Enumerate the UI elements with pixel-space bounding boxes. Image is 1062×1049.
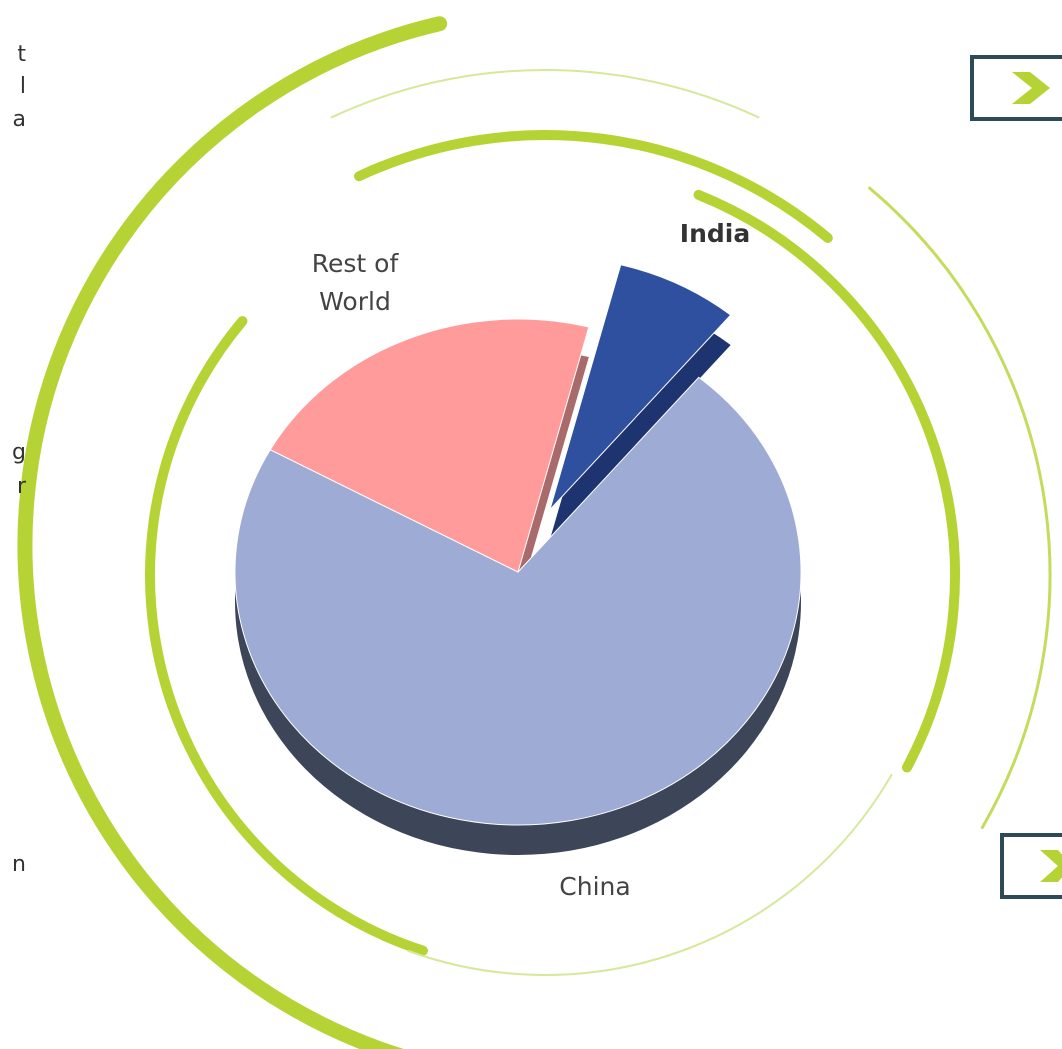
slice-label: India [679, 219, 751, 248]
deco-arc [148, 624, 428, 956]
decoration [17, 16, 1052, 1049]
slice-label: Rest of World [311, 249, 399, 316]
slice [549, 264, 732, 511]
side-text: n [12, 852, 26, 877]
deco-arc [354, 130, 833, 243]
side-text: l [19, 74, 26, 99]
side-text: r [16, 474, 26, 499]
side-text: g [12, 440, 26, 465]
slice [269, 318, 590, 573]
deco-arc [693, 189, 960, 773]
chevron [1012, 72, 1050, 104]
deco-arc [17, 16, 448, 1049]
nav-box [1000, 833, 1062, 899]
deco-arc [407, 774, 893, 976]
deco-arc [868, 186, 1052, 829]
slice-label: China [559, 872, 631, 901]
slice [234, 376, 802, 826]
side-text: a [12, 107, 26, 132]
pie [234, 264, 802, 855]
side-text: t [17, 42, 26, 67]
chevron [1040, 850, 1062, 882]
deco-arc [330, 69, 760, 119]
